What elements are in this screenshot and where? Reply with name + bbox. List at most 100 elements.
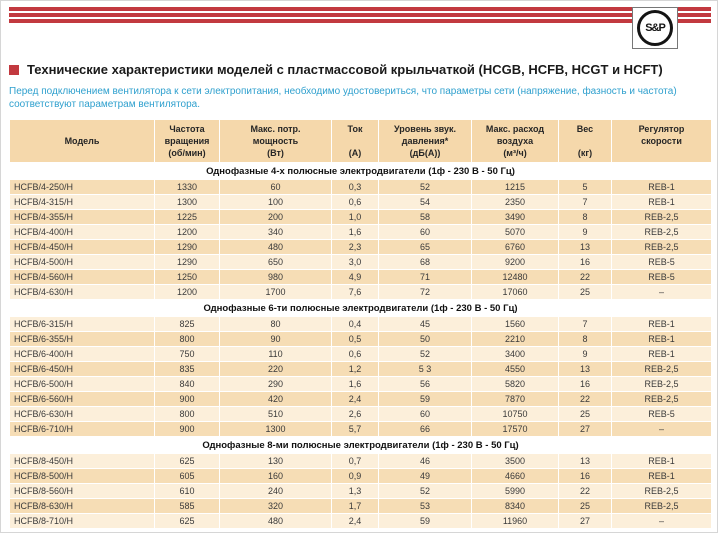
value-cell: 3490 [471, 209, 559, 225]
value-cell: 0,6 [331, 346, 379, 362]
value-cell: 54 [378, 194, 472, 210]
value-cell: 0,5 [331, 331, 379, 347]
value-cell: 1300 [219, 421, 332, 437]
value-cell: 11960 [471, 513, 559, 529]
value-cell: 0,3 [331, 179, 379, 195]
value-cell: REB-5 [611, 406, 712, 422]
value-cell: 1,6 [331, 224, 379, 240]
model-cell: HCFB/4-500/H [9, 254, 155, 270]
value-cell: REB-2,5 [611, 361, 712, 377]
value-cell: 22 [558, 483, 612, 499]
value-cell: 290 [219, 376, 332, 392]
value-cell: REB-1 [611, 346, 712, 362]
value-cell: 16 [558, 376, 612, 392]
column-header: Уровень звук. давления* (дБ(А)) [378, 119, 472, 163]
value-cell: 52 [378, 346, 472, 362]
table-row: HCFB/6-315/H 825 80 0,4 45 1560 7 REB-1 [9, 316, 712, 332]
value-cell: 980 [219, 269, 332, 285]
value-cell: 16 [558, 254, 612, 270]
value-cell: REB-5 [611, 254, 712, 270]
value-cell: 50 [378, 331, 472, 347]
value-cell: – [611, 421, 712, 437]
value-cell: 2210 [471, 331, 559, 347]
value-cell: 800 [154, 406, 220, 422]
brand-stripe [9, 7, 711, 11]
table-row: HCFB/8-710/H 625 480 2,4 59 11960 27– [9, 513, 712, 529]
value-cell: 56 [378, 376, 472, 392]
table-row: HCFB/6-630/H 800 510 2,6 60 10750 25 REB-5 [9, 406, 712, 422]
table-row: HCFB/4-500/H 1290 650 3,0 68 9200 16 REB-5 [9, 254, 712, 270]
value-cell: 2,3 [331, 239, 379, 255]
table-row: HCFB/4-355/H 1225 200 1,0 58 3490 8 REB-2,5 [9, 209, 712, 225]
value-cell: 7 [558, 316, 612, 332]
value-cell: 625 [154, 453, 220, 469]
table-row: HCFB/4-560/H 1250 980 4,9 71 12480 22 REB-5 [9, 269, 712, 285]
table-row: HCFB/8-500/H 605 160 0,9 49 4660 16 REB-1 [9, 468, 712, 484]
value-cell: 46 [378, 453, 472, 469]
model-cell: HCFB/6-450/H [9, 361, 155, 377]
model-cell: HCFB/6-630/H [9, 406, 155, 422]
value-cell: 65 [378, 239, 472, 255]
value-cell: 130 [219, 453, 332, 469]
value-cell: 510 [219, 406, 332, 422]
model-cell: HCFB/6-500/H [9, 376, 155, 392]
table-row: HCFB/4-630/H 1200 1700 7,6 72 17060 25– [9, 284, 712, 300]
value-cell: 25 [558, 284, 612, 300]
value-cell: 5,7 [331, 421, 379, 437]
value-cell: 1250 [154, 269, 220, 285]
value-cell: 610 [154, 483, 220, 499]
value-cell: 9 [558, 346, 612, 362]
value-cell: 59 [378, 513, 472, 529]
value-cell: 0,4 [331, 316, 379, 332]
value-cell: 7 [558, 194, 612, 210]
value-cell: 5 [558, 179, 612, 195]
value-cell: 800 [154, 331, 220, 347]
value-cell: 1300 [154, 194, 220, 210]
value-cell: 840 [154, 376, 220, 392]
sp-logo: S&P [632, 7, 678, 49]
page-title: Технические характеристики моделей с пла… [27, 62, 663, 77]
value-cell: 0,7 [331, 453, 379, 469]
value-cell: 825 [154, 316, 220, 332]
table-header-row: Модель Частота вращения (об/мин) Макс. потр.… [9, 119, 712, 163]
value-cell: 8 [558, 209, 612, 225]
value-cell: 1560 [471, 316, 559, 332]
value-cell: 0,6 [331, 194, 379, 210]
value-cell: 5820 [471, 376, 559, 392]
value-cell: 9 [558, 224, 612, 240]
value-cell: 1,2 [331, 361, 379, 377]
value-cell: 5070 [471, 224, 559, 240]
value-cell: 13 [558, 453, 612, 469]
model-cell: HCFB/8-630/H [9, 498, 155, 514]
value-cell: 1290 [154, 239, 220, 255]
section-header-row: Однофазные 6-ти полюсные электродвигател… [9, 299, 712, 317]
column-header: Ток (А) [331, 119, 379, 163]
value-cell: 16 [558, 468, 612, 484]
table-row: HCFB/6-355/H 800 90 0,5 50 2210 8 REB-1 [9, 331, 712, 347]
table-row: HCFB/4-250/H 1330 60 0,3 52 1215 5 REB-1 [9, 179, 712, 195]
value-cell: 160 [219, 468, 332, 484]
value-cell: 650 [219, 254, 332, 270]
column-header: Макс. расход воздуха (м³/ч) [471, 119, 559, 163]
value-cell: 1700 [219, 284, 332, 300]
value-cell: 60 [378, 224, 472, 240]
value-cell: 320 [219, 498, 332, 514]
value-cell: 1215 [471, 179, 559, 195]
brand-stripe [9, 13, 711, 17]
value-cell: 7870 [471, 391, 559, 407]
sp-logo-circle-icon: S&P [637, 10, 673, 46]
table-row: HCFB/6-500/H 840 290 1,6 56 5820 16 REB-2,5 [9, 376, 712, 392]
spec-table: Модель Частота вращения (об/мин) Макс. потр.… [9, 119, 712, 529]
value-cell: 1,6 [331, 376, 379, 392]
value-cell: 240 [219, 483, 332, 499]
table-row: HCFB/8-450/H 625 130 0,7 46 3500 13 REB-1 [9, 453, 712, 469]
value-cell: 100 [219, 194, 332, 210]
value-cell: 1330 [154, 179, 220, 195]
table-row: HCFB/4-400/H 1200 340 1,6 60 5070 9 REB-2,5 [9, 224, 712, 240]
value-cell: 80 [219, 316, 332, 332]
value-cell: REB-1 [611, 194, 712, 210]
value-cell: 25 [558, 498, 612, 514]
value-cell: 4550 [471, 361, 559, 377]
value-cell: 3400 [471, 346, 559, 362]
